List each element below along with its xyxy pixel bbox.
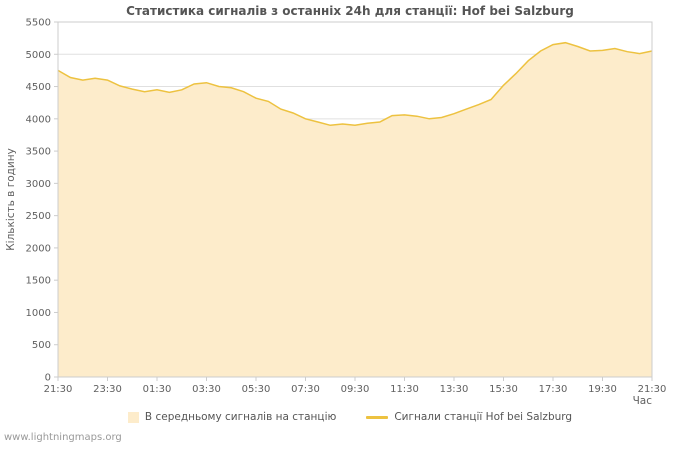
y-tick-label: 2000 bbox=[26, 243, 51, 254]
y-tick-label: 4500 bbox=[26, 82, 51, 93]
y-tick-label: 4000 bbox=[26, 114, 51, 125]
x-tick-label: 21:30 bbox=[638, 384, 667, 395]
y-tick-label: 3500 bbox=[26, 147, 51, 158]
chart-title: Статистика сигналів з останніх 24h для с… bbox=[126, 4, 574, 18]
area-series-average bbox=[58, 42, 652, 377]
x-tick-label: 15:30 bbox=[489, 384, 518, 395]
line-swatch-icon bbox=[366, 415, 389, 419]
line-series-station bbox=[57, 41, 653, 127]
y-tick-label: 1500 bbox=[26, 276, 51, 287]
x-tick-label: 23:30 bbox=[93, 384, 122, 395]
chart-area: 0 500 1000 1500 2000 2500 3000 3500 4000 4500 5000… bbox=[5, 18, 667, 408]
x-tick-label: 03:30 bbox=[192, 384, 221, 395]
y-tick-label: 5000 bbox=[26, 50, 51, 61]
watermark-link: www.lightningmaps.org bbox=[4, 432, 122, 443]
legend-item-average: В середньому сигналів на станцію bbox=[127, 411, 337, 423]
y-tick-label: 5500 bbox=[26, 18, 51, 29]
x-tick-label: 21:30 bbox=[44, 384, 73, 395]
y-tick-label: 3000 bbox=[26, 179, 51, 190]
x-tick-label: 17:30 bbox=[539, 384, 568, 395]
x-tick-label: 01:30 bbox=[143, 384, 172, 395]
y-tick-label: 2500 bbox=[26, 211, 51, 222]
x-tick-label: 09:30 bbox=[341, 384, 370, 395]
x-tick-label: 19:30 bbox=[588, 384, 617, 395]
legend-average-label: В середньому сигналів на станцію bbox=[144, 411, 337, 423]
chart-canvas: 0 500 1000 1500 2000 2500 3000 3500 4000 4500 5000… bbox=[5, 18, 667, 408]
y-axis-title: Кількість в годину bbox=[5, 148, 17, 251]
y-tick-label: 0 bbox=[45, 373, 51, 384]
y-tick-label: 500 bbox=[32, 340, 51, 351]
x-tick-label: 13:30 bbox=[440, 384, 469, 395]
x-tick-label: 07:30 bbox=[291, 384, 320, 395]
x-tick-label: 05:30 bbox=[242, 384, 271, 395]
legend-item-station: Сигнали станції Hof bei Salzburg bbox=[366, 411, 572, 423]
x-tick-label: 11:30 bbox=[390, 384, 419, 395]
x-axis-title: Час bbox=[633, 395, 653, 406]
y-tick-label: 1000 bbox=[26, 308, 51, 319]
area-swatch-icon bbox=[127, 411, 139, 423]
chart-legend: В середньому сигналів на станцію Сигнали… bbox=[0, 411, 700, 423]
legend-station-label: Сигнали станції Hof bei Salzburg bbox=[394, 411, 573, 423]
